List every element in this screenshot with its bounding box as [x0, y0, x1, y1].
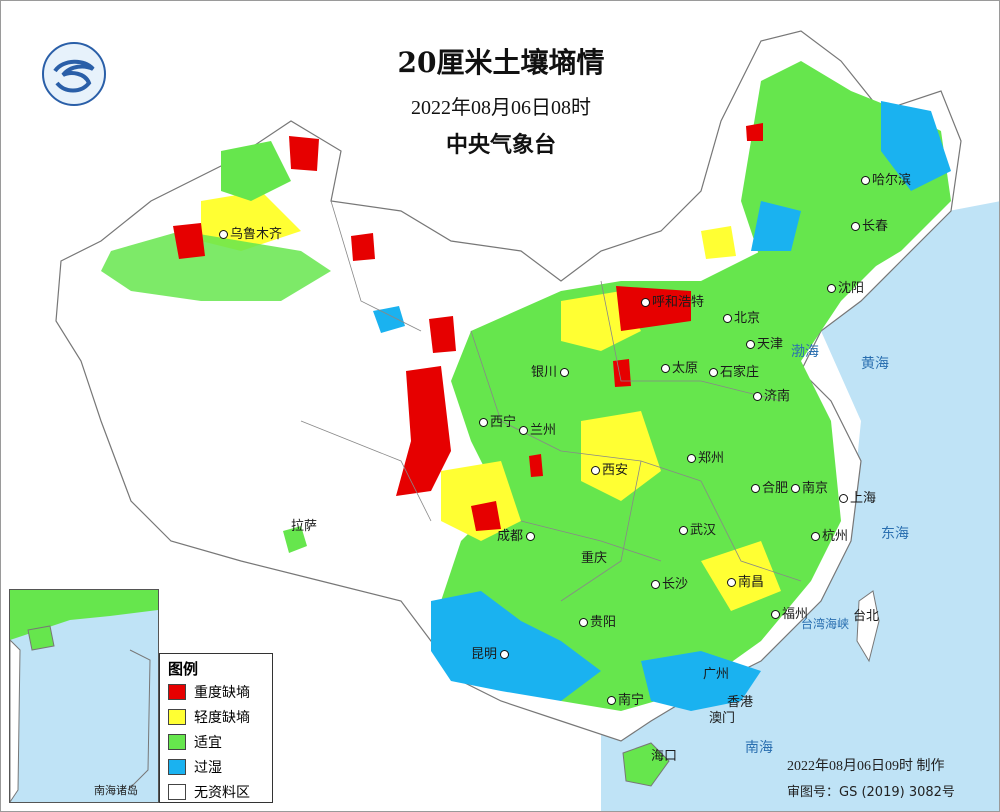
legend-item: 适宜	[168, 729, 272, 754]
region-severe-2	[173, 223, 205, 259]
qinghai-lake	[373, 306, 405, 333]
city-label: 沈阳	[827, 277, 864, 296]
map-title: 20厘米土壤墒情	[397, 46, 605, 79]
region-light-2	[441, 461, 521, 541]
legend: 图例 重度缺墒 轻度缺墒 适宜 过湿 无资料区	[159, 653, 273, 803]
city-label: 合肥	[751, 477, 788, 496]
region-severe-4	[429, 316, 456, 353]
city-label: 拉萨	[291, 519, 318, 534]
taiwan	[856, 590, 880, 663]
legend-label: 重度缺墒	[194, 684, 250, 701]
region-wet-south	[641, 651, 761, 711]
production-time: 2022年08月06日09时 制作	[787, 759, 945, 774]
city-label: 乌鲁木齐	[219, 223, 282, 242]
city-label: 贵阳	[579, 611, 616, 630]
legend-swatch	[168, 783, 186, 800]
city-label: 成都	[497, 525, 537, 544]
city-label: 广州	[703, 667, 730, 682]
map-datetime: 2022年08月06日08时	[411, 97, 591, 119]
city-label: 西宁	[479, 411, 516, 430]
region-severe-1	[289, 136, 319, 171]
city-label: 重庆	[581, 551, 608, 566]
city-label: 西安	[591, 459, 628, 478]
city-label: 郑州	[687, 447, 724, 466]
city-label: 长春	[851, 215, 888, 234]
city-label: 上海	[839, 487, 876, 506]
city-label: 呼和浩特	[641, 291, 704, 310]
city-label: 兰州	[519, 419, 556, 438]
city-label: 济南	[753, 385, 790, 404]
city-label: 武汉	[679, 519, 716, 538]
region-severe-8	[746, 123, 763, 141]
region-severe-5	[471, 501, 501, 531]
sea-area	[601, 201, 999, 811]
region-severe-6	[616, 286, 691, 331]
region-xinjiang-green	[101, 231, 331, 301]
city-label: 台北	[853, 609, 880, 624]
sea-label: 渤海	[791, 344, 819, 360]
south-china-sea-inset: 南海诸岛	[9, 589, 159, 803]
legend-swatch	[168, 708, 186, 725]
city-label: 香港	[727, 695, 754, 710]
sea-label: 黄海	[861, 356, 889, 372]
region-xinjiang-green2	[221, 141, 291, 201]
legend-item: 轻度缺墒	[168, 704, 272, 729]
legend-label: 轻度缺墒	[194, 709, 250, 726]
city-label: 天津	[746, 333, 783, 352]
region-light-4	[701, 541, 781, 611]
legend-swatch	[168, 683, 186, 700]
legend-label: 适宜	[194, 734, 222, 751]
city-label: 海口	[651, 749, 678, 764]
region-severe-3	[396, 366, 451, 496]
legend-title: 图例	[168, 660, 199, 678]
city-label: 银川	[531, 361, 571, 380]
sea-label: 东海	[881, 526, 909, 542]
inset-map	[10, 590, 158, 802]
legend-item: 重度缺墒	[168, 679, 272, 704]
city-label: 澳门	[709, 711, 736, 726]
hainan	[622, 742, 670, 787]
region-severe-10	[529, 454, 543, 477]
city-label: 杭州	[811, 525, 848, 544]
legend-label: 无资料区	[194, 784, 250, 801]
region-severe-7	[351, 233, 375, 261]
city-label: 石家庄	[709, 361, 759, 380]
sea-label: 南海	[745, 740, 773, 756]
city-label: 南宁	[607, 689, 644, 708]
sea-label: 台湾海峡	[801, 617, 850, 631]
inset-label: 南海诸岛	[94, 784, 138, 797]
legend-swatch	[168, 758, 186, 775]
region-wet-sw	[431, 591, 601, 701]
legend-swatch	[168, 733, 186, 750]
city-label: 太原	[661, 357, 698, 376]
cma-logo-icon	[42, 42, 106, 106]
region-light-6	[701, 226, 736, 259]
legend-item: 过湿	[168, 754, 272, 779]
region-light-3	[581, 411, 661, 501]
city-label: 哈尔滨	[861, 169, 911, 188]
region-wet-ne2	[751, 201, 801, 251]
legend-item: 无资料区	[168, 779, 272, 804]
region-severe-9	[613, 359, 631, 387]
city-label: 昆明	[471, 643, 511, 662]
city-label: 北京	[723, 307, 760, 326]
city-label: 南京	[791, 477, 828, 496]
city-label: 长沙	[651, 573, 688, 592]
city-label: 南昌	[727, 571, 764, 590]
legend-label: 过湿	[194, 759, 222, 776]
review-number: 审图号：GS (2019) 3082号	[787, 785, 955, 800]
issuer: 中央气象台	[445, 133, 556, 158]
region-wet-ne1	[881, 101, 951, 191]
city-label: 福州	[771, 603, 808, 622]
region-wet-lhasa	[283, 526, 307, 553]
province-lines	[300, 200, 802, 602]
